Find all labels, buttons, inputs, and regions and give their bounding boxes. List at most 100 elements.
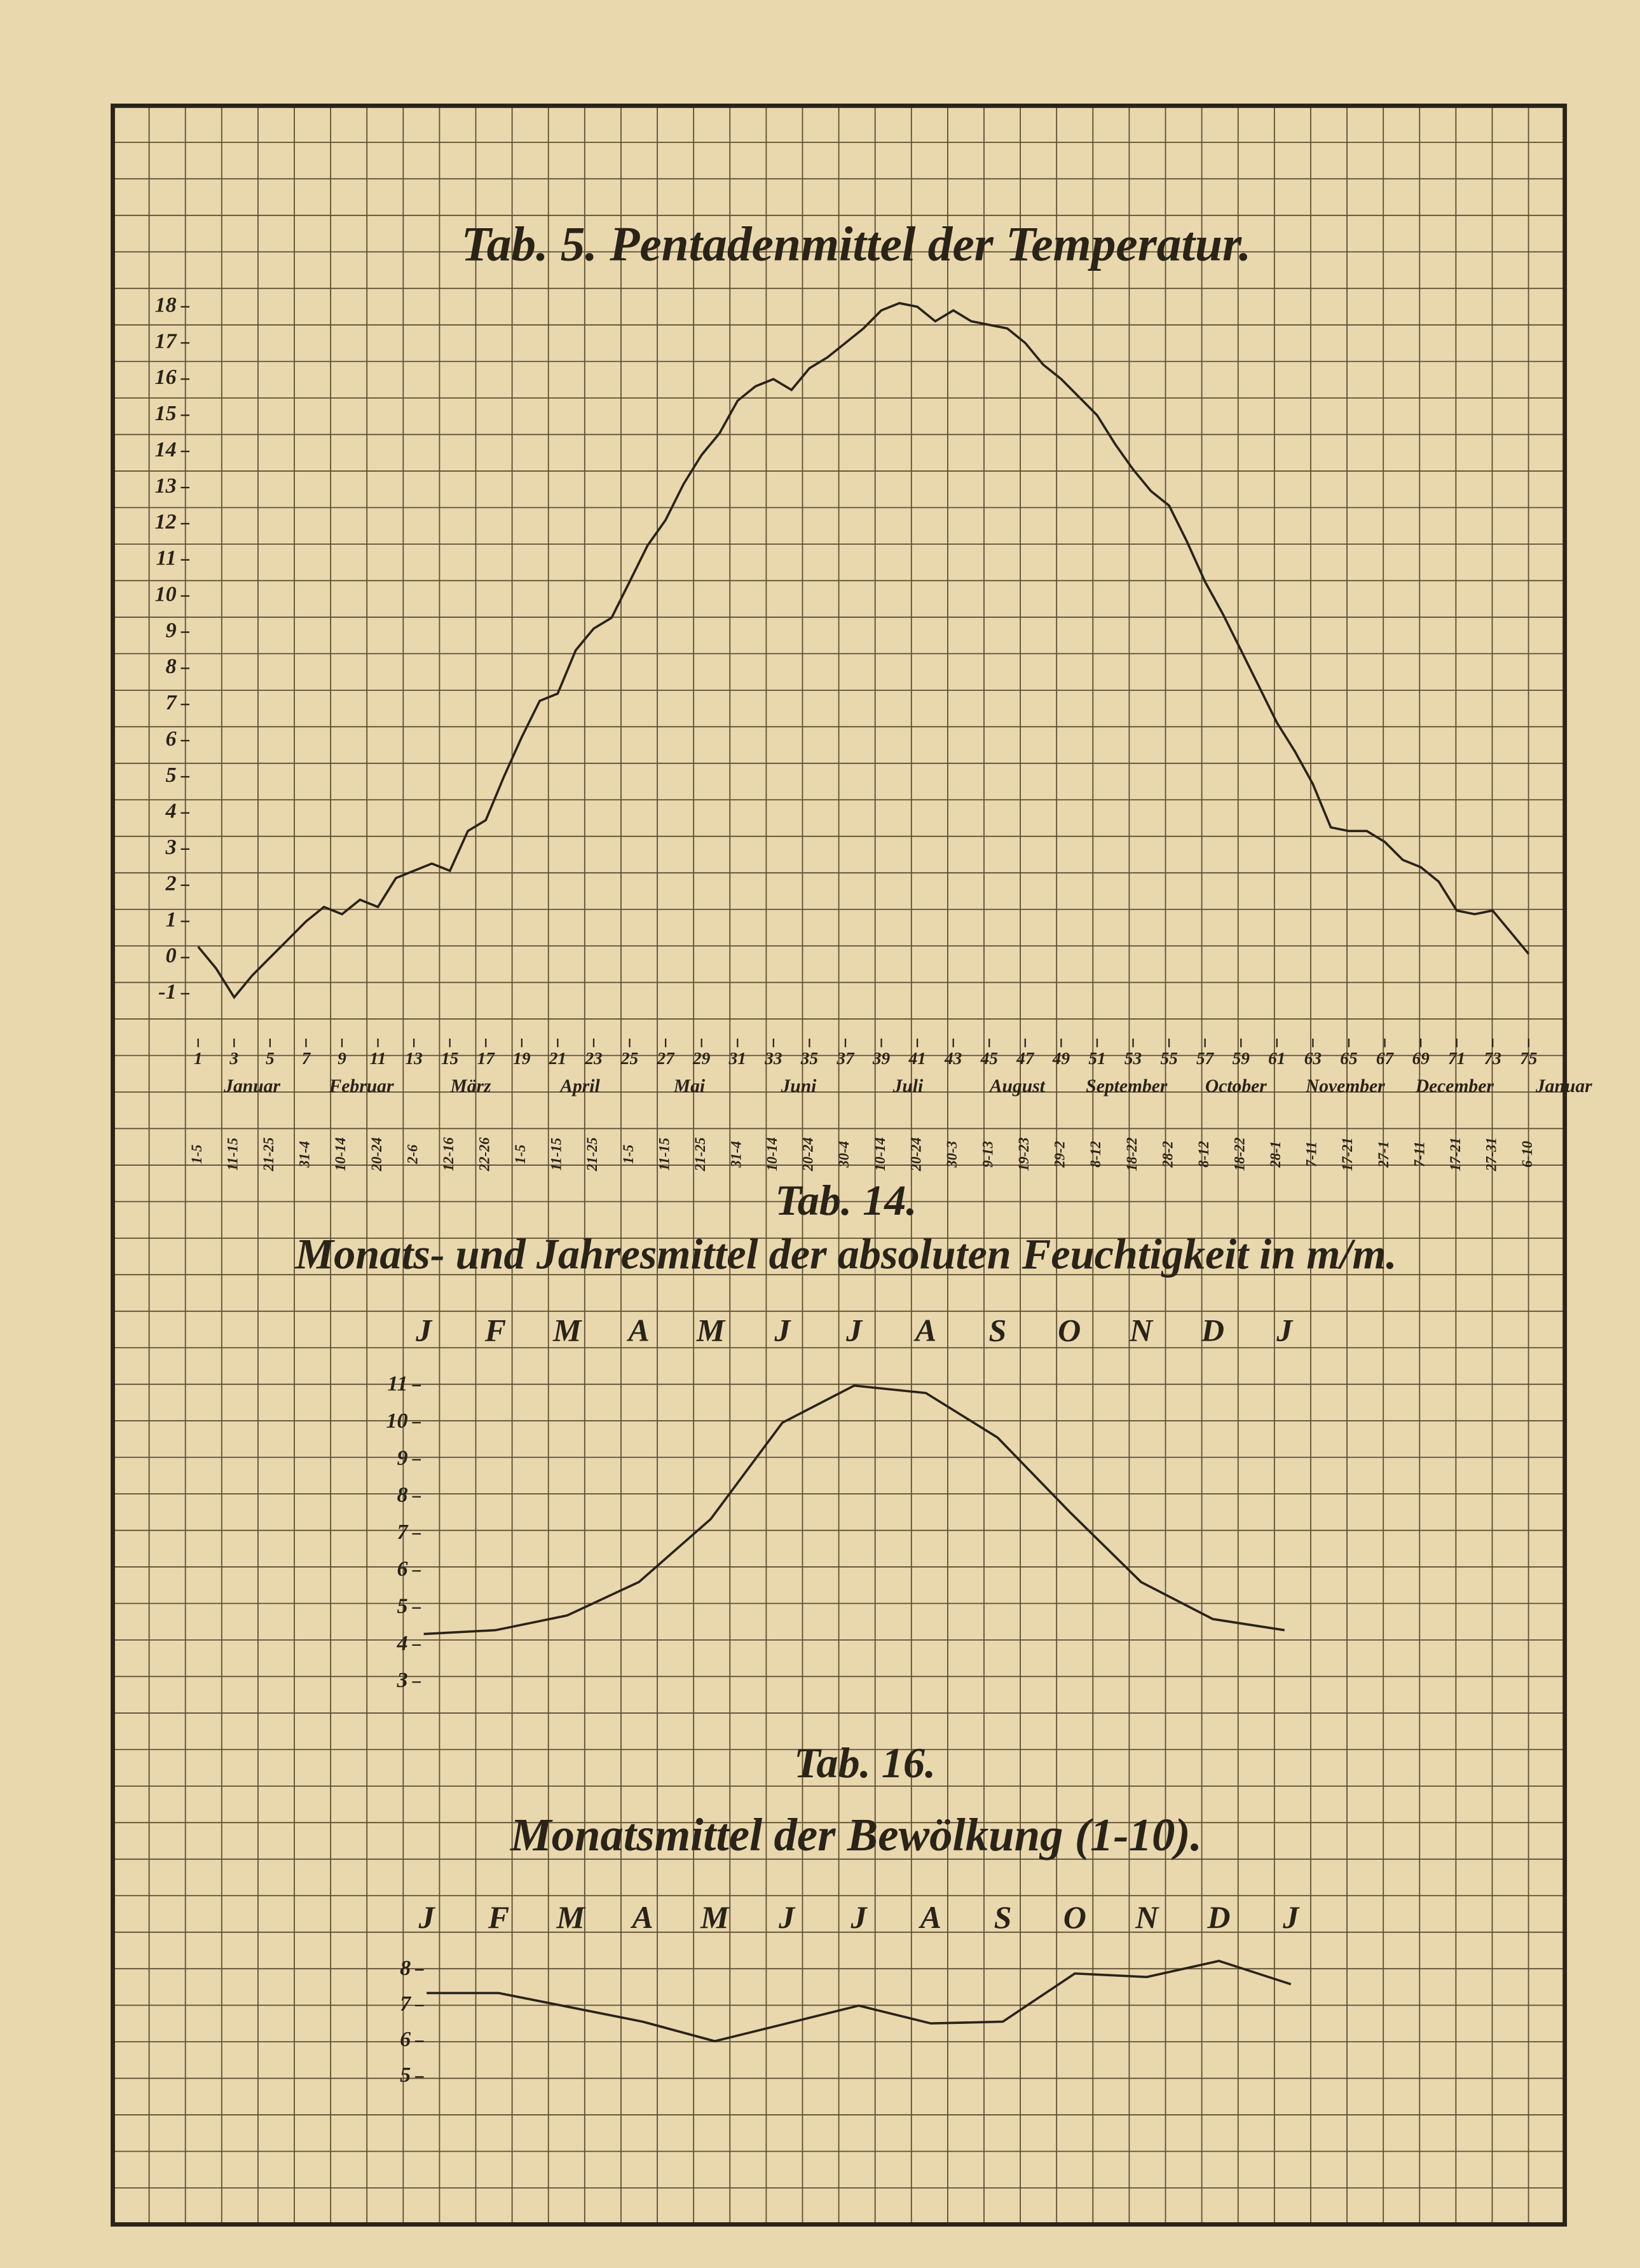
x-tick-label: 41 bbox=[908, 1049, 926, 1068]
x-tick-label: F bbox=[488, 1899, 509, 1935]
period-label: 1-5 bbox=[512, 1145, 528, 1164]
x-tick-label: 67 bbox=[1376, 1049, 1395, 1068]
y-tick-label: 9 bbox=[166, 618, 177, 642]
month-label: März bbox=[449, 1076, 491, 1096]
period-label: 28-1 bbox=[1268, 1141, 1283, 1168]
y-tick-label: 8 bbox=[400, 1957, 411, 1980]
y-tick-label: 8 bbox=[397, 1484, 408, 1507]
x-tick-label: O bbox=[1058, 1312, 1081, 1348]
period-label: 20-24 bbox=[369, 1137, 385, 1172]
x-tick-label: 37 bbox=[836, 1049, 855, 1068]
x-tick-label: A bbox=[626, 1312, 649, 1348]
x-tick-label: 51 bbox=[1088, 1049, 1105, 1068]
y-tick-label: 7 bbox=[397, 1520, 409, 1544]
month-label: August bbox=[988, 1076, 1046, 1096]
period-label: 9-13 bbox=[980, 1141, 995, 1168]
x-tick-label: 23 bbox=[584, 1049, 602, 1068]
period-label: 11-15 bbox=[224, 1138, 240, 1171]
y-tick-label: 5 bbox=[166, 763, 177, 787]
month-label: April bbox=[559, 1076, 600, 1096]
y-tick-label: 14 bbox=[154, 438, 176, 461]
y-tick-label: 10 bbox=[386, 1409, 407, 1433]
x-tick-label: 25 bbox=[620, 1049, 638, 1068]
y-tick-label: 6 bbox=[397, 1557, 409, 1581]
x-tick-label: 57 bbox=[1196, 1049, 1215, 1068]
frame bbox=[111, 103, 1568, 2227]
x-tick-label: 69 bbox=[1412, 1049, 1430, 1068]
x-tick-label: 13 bbox=[405, 1049, 422, 1068]
x-tick-label: J bbox=[418, 1899, 436, 1935]
month-label: Januar bbox=[223, 1076, 280, 1096]
period-label: 27-31 bbox=[1483, 1137, 1499, 1172]
graph-paper bbox=[112, 105, 1566, 2225]
x-tick-label: A bbox=[913, 1312, 936, 1348]
x-tick-label: 63 bbox=[1304, 1049, 1322, 1068]
y-tick-label: 4 bbox=[165, 800, 177, 823]
data-line bbox=[423, 1384, 1285, 1636]
period-label: 28-2 bbox=[1159, 1141, 1175, 1168]
x-tick-label: 73 bbox=[1484, 1049, 1501, 1068]
period-label: 2-6 bbox=[404, 1144, 420, 1165]
x-tick-label: 65 bbox=[1340, 1049, 1357, 1068]
x-tick-label: 33 bbox=[764, 1049, 782, 1068]
x-tick-label: M bbox=[700, 1899, 730, 1935]
y-tick-label: 1 bbox=[166, 908, 177, 931]
x-tick-label: 5 bbox=[266, 1049, 275, 1068]
period-label: 10-14 bbox=[332, 1137, 348, 1171]
x-tick-label: O bbox=[1063, 1899, 1086, 1935]
period-label: 12-16 bbox=[441, 1137, 456, 1172]
x-tick-label: 3 bbox=[229, 1049, 238, 1068]
y-tick-label: 8 bbox=[166, 655, 177, 678]
month-label: September bbox=[1086, 1076, 1168, 1096]
x-tick-label: N bbox=[1129, 1312, 1154, 1348]
x-tick-label: M bbox=[696, 1312, 726, 1348]
period-label: 21-25 bbox=[584, 1137, 600, 1172]
y-tick-label: 12 bbox=[154, 510, 176, 534]
x-tick-label: J bbox=[778, 1899, 796, 1935]
x-tick-label: D bbox=[1206, 1899, 1230, 1935]
x-tick-label: J bbox=[1282, 1899, 1300, 1935]
x-tick-label: 75 bbox=[1520, 1049, 1537, 1068]
x-tick-label: 61 bbox=[1268, 1049, 1285, 1068]
month-label: Juli bbox=[892, 1076, 924, 1096]
y-tick-label: 11 bbox=[387, 1372, 407, 1396]
x-tick-label: 17 bbox=[477, 1049, 496, 1068]
chart-title: Tab. 14. bbox=[775, 1176, 917, 1224]
y-tick-label: 4 bbox=[397, 1632, 408, 1655]
chart-subtitle: Monatsmittel der Bewölkung (1-10). bbox=[510, 1809, 1202, 1861]
x-tick-label: 55 bbox=[1160, 1049, 1177, 1068]
x-tick-label: 7 bbox=[302, 1049, 311, 1068]
period-label: 20-24 bbox=[908, 1137, 924, 1172]
month-label: October bbox=[1205, 1076, 1267, 1096]
x-tick-label: J bbox=[774, 1312, 791, 1348]
period-label: 29-2 bbox=[1052, 1141, 1068, 1168]
month-label: November bbox=[1305, 1076, 1385, 1096]
chart-title: Tab. 5. Pentadenmittel der Temperatur. bbox=[461, 216, 1252, 271]
period-label: 1-5 bbox=[620, 1145, 636, 1164]
y-tick-label: 13 bbox=[154, 474, 176, 498]
period-label: 17-21 bbox=[1447, 1137, 1463, 1171]
x-tick-label: A bbox=[630, 1899, 653, 1935]
x-tick-label: J bbox=[850, 1899, 868, 1935]
x-tick-label: 53 bbox=[1124, 1049, 1142, 1068]
y-tick-label: 15 bbox=[154, 402, 176, 425]
period-label: 7-11 bbox=[1304, 1142, 1320, 1167]
y-tick-label: 7 bbox=[166, 691, 178, 714]
period-label: 17-21 bbox=[1339, 1137, 1355, 1171]
data-line bbox=[427, 1960, 1292, 2043]
x-tick-label: 27 bbox=[656, 1049, 675, 1068]
y-tick-label: 11 bbox=[156, 547, 176, 570]
x-tick-label: 59 bbox=[1233, 1049, 1250, 1068]
y-tick-label: 17 bbox=[154, 329, 177, 353]
period-label: 18-22 bbox=[1124, 1137, 1140, 1171]
period-label: 10-14 bbox=[764, 1137, 780, 1171]
period-label: 21-25 bbox=[692, 1137, 708, 1172]
x-tick-label: 45 bbox=[980, 1049, 998, 1068]
period-label: 31-4 bbox=[297, 1141, 313, 1168]
x-tick-label: 15 bbox=[441, 1049, 458, 1068]
x-tick-label: 39 bbox=[872, 1049, 891, 1068]
month-label: Februar bbox=[329, 1076, 394, 1096]
x-tick-label: J bbox=[1276, 1312, 1294, 1348]
